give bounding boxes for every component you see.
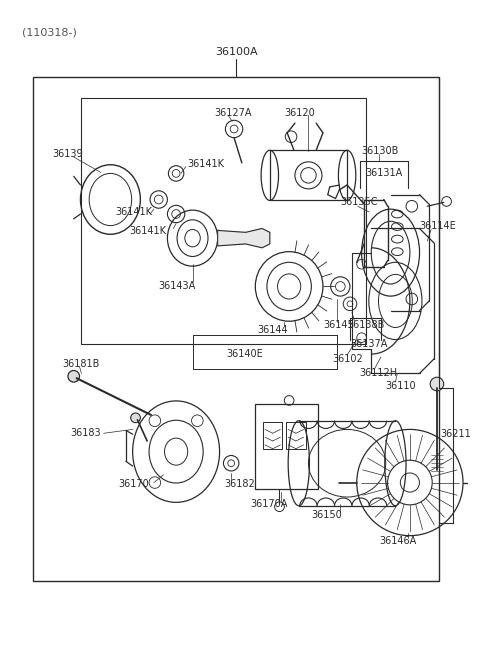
Text: 36112H: 36112H — [360, 368, 398, 379]
Bar — [82, 98, 366, 345]
Text: 36140E: 36140E — [227, 349, 263, 359]
Bar — [255, 404, 318, 489]
Text: 36141K: 36141K — [188, 159, 225, 169]
Bar — [286, 422, 306, 449]
Text: 36141K: 36141K — [115, 207, 152, 217]
Text: 36145: 36145 — [323, 320, 354, 330]
Text: 36141K: 36141K — [130, 227, 167, 236]
Text: 36170A: 36170A — [251, 499, 288, 509]
Circle shape — [430, 377, 444, 391]
Polygon shape — [217, 229, 270, 248]
Text: (110318-): (110318-) — [22, 28, 76, 37]
Text: 36127A: 36127A — [215, 107, 252, 117]
Text: 36131A: 36131A — [365, 168, 403, 178]
Text: 36211: 36211 — [441, 429, 471, 440]
Text: 36138B: 36138B — [347, 320, 384, 330]
Bar — [33, 77, 439, 581]
Text: 36114E: 36114E — [420, 221, 456, 231]
Text: 36120: 36120 — [284, 107, 315, 117]
Text: 36182: 36182 — [225, 479, 255, 489]
Text: 36100A: 36100A — [215, 47, 257, 57]
Text: 36170: 36170 — [118, 479, 149, 489]
Text: 36183: 36183 — [70, 428, 100, 438]
Text: 36150: 36150 — [312, 510, 342, 520]
Text: 36135C: 36135C — [340, 197, 378, 208]
Text: 36137A: 36137A — [350, 339, 387, 349]
Circle shape — [68, 371, 80, 382]
Text: 36181B: 36181B — [62, 359, 99, 369]
Text: 36102: 36102 — [333, 354, 363, 364]
Bar — [270, 150, 347, 200]
Bar — [263, 422, 282, 449]
Text: 36110: 36110 — [386, 381, 416, 391]
Circle shape — [131, 413, 140, 422]
Text: 36144: 36144 — [257, 325, 288, 335]
Text: 36146A: 36146A — [379, 536, 416, 546]
Text: 36139: 36139 — [52, 149, 83, 159]
Text: 36143A: 36143A — [159, 282, 196, 291]
Text: 36130B: 36130B — [361, 146, 399, 156]
